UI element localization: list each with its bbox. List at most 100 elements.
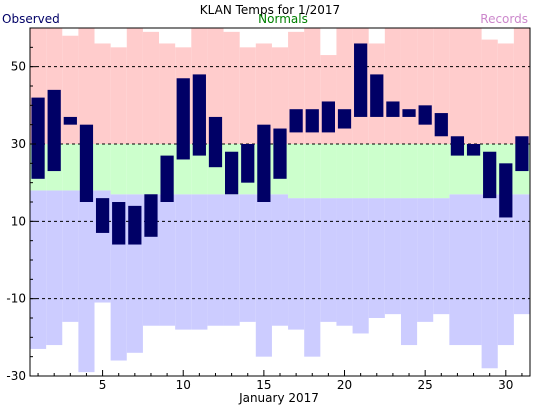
normal-range-bar bbox=[449, 144, 466, 195]
record-high-bar bbox=[110, 47, 127, 145]
legend-normals: Normals bbox=[258, 12, 308, 26]
record-high-bar bbox=[78, 28, 95, 144]
normal-range-bar bbox=[400, 144, 418, 199]
x-tick-label: 10 bbox=[176, 378, 191, 392]
y-axis-ticks: -30 -10 10 30 50 bbox=[6, 27, 36, 383]
record-low-bar bbox=[30, 190, 47, 349]
record-low-bar bbox=[78, 190, 95, 373]
record-high-bar bbox=[513, 28, 530, 144]
normal-range-bar bbox=[191, 144, 208, 195]
observed-bar bbox=[112, 202, 126, 245]
record-low-bar bbox=[449, 194, 466, 346]
record-low-bar bbox=[271, 194, 289, 326]
record-low-bar bbox=[46, 190, 63, 346]
observed-bar bbox=[176, 78, 190, 160]
legend-observed: Observed bbox=[2, 12, 60, 26]
y-tick-label: -10 bbox=[6, 292, 26, 306]
record-high-bar bbox=[94, 43, 111, 144]
observed-bar bbox=[95, 198, 110, 233]
y-tick-label: 30 bbox=[11, 137, 26, 151]
record-low-bar bbox=[159, 194, 176, 326]
observed-bar bbox=[386, 101, 400, 117]
normal-range-bar bbox=[304, 144, 321, 199]
record-high-bar bbox=[239, 47, 256, 145]
record-low-bar bbox=[255, 194, 272, 357]
y-tick-label: 10 bbox=[11, 214, 26, 228]
observed-bars bbox=[31, 43, 529, 245]
record-low-bar bbox=[175, 194, 192, 330]
observed-bar bbox=[47, 89, 61, 172]
x-axis-label: January 2017 bbox=[238, 391, 319, 405]
observed-bar bbox=[289, 109, 303, 133]
observed-bar bbox=[354, 43, 368, 117]
normal-range-bar bbox=[126, 144, 143, 195]
normal-range-bar bbox=[62, 144, 79, 191]
record-high-bar bbox=[255, 43, 272, 144]
record-high-bar bbox=[271, 47, 289, 145]
x-tick-label: 15 bbox=[256, 378, 271, 392]
record-low-bar bbox=[465, 194, 482, 346]
record-high-bar bbox=[142, 31, 160, 144]
normal-range-bar bbox=[336, 144, 353, 199]
record-low-bar bbox=[497, 194, 514, 346]
record-high-bar bbox=[497, 43, 514, 144]
record-high-bar bbox=[384, 28, 401, 144]
record-low-bar bbox=[433, 198, 450, 315]
record-high-bar bbox=[223, 31, 240, 144]
record-low-bar bbox=[417, 198, 434, 322]
record-low-bar bbox=[207, 194, 224, 326]
record-high-bar bbox=[126, 28, 143, 144]
record-high-bar bbox=[465, 28, 482, 144]
record-low-bar bbox=[481, 194, 498, 369]
record-low-bar bbox=[513, 194, 530, 315]
normal-range-bar bbox=[417, 144, 434, 199]
normal-range-bar bbox=[465, 144, 482, 195]
x-tick-label: 30 bbox=[498, 378, 513, 392]
observed-bar bbox=[370, 74, 384, 117]
observed-bar bbox=[321, 101, 335, 133]
observed-bar bbox=[79, 124, 94, 202]
chart-title: KLAN Temps for 1/2017 bbox=[200, 3, 340, 17]
observed-bar bbox=[402, 109, 416, 117]
x-tick-label: 25 bbox=[418, 378, 433, 392]
record-high-bar bbox=[481, 39, 498, 144]
observed-bar bbox=[434, 113, 448, 137]
normal-range-bar bbox=[433, 144, 450, 199]
y-tick-label: 50 bbox=[11, 60, 26, 74]
normal-range-bar bbox=[110, 144, 127, 195]
normal-range-bar bbox=[352, 144, 369, 199]
observed-bar bbox=[450, 136, 465, 156]
record-low-bar bbox=[368, 198, 385, 318]
normal-range-bar bbox=[142, 144, 160, 195]
record-high-bar bbox=[400, 28, 418, 144]
observed-bar bbox=[483, 151, 497, 199]
observed-bar bbox=[160, 155, 174, 202]
y-tick-label: -30 bbox=[6, 369, 26, 383]
observed-bar bbox=[466, 144, 481, 156]
record-low-bar bbox=[400, 198, 418, 346]
record-high-bar bbox=[159, 43, 176, 144]
x-tick-label: 5 bbox=[99, 378, 107, 392]
observed-bar bbox=[225, 151, 239, 195]
grid-lines bbox=[30, 66, 530, 300]
observed-bar bbox=[128, 205, 142, 245]
record-low-bar bbox=[62, 190, 79, 322]
observed-bar bbox=[31, 97, 45, 179]
normal-range-bar bbox=[368, 144, 385, 199]
observed-bar bbox=[144, 194, 158, 237]
record-low-bar bbox=[336, 198, 353, 326]
record-low-bar bbox=[352, 198, 369, 334]
observed-bar bbox=[63, 116, 77, 125]
legend-records: Records bbox=[480, 12, 528, 26]
record-low-bar bbox=[288, 198, 305, 330]
observed-bar bbox=[273, 128, 287, 179]
record-low-bar bbox=[223, 194, 240, 326]
record-low-bar bbox=[304, 198, 321, 357]
normal-range-bar bbox=[94, 144, 111, 191]
observed-bar bbox=[241, 144, 255, 183]
record-low-bar bbox=[239, 194, 256, 322]
record-low-bar bbox=[384, 198, 401, 315]
normal-range-bar bbox=[320, 144, 337, 199]
observed-bar bbox=[208, 116, 223, 168]
